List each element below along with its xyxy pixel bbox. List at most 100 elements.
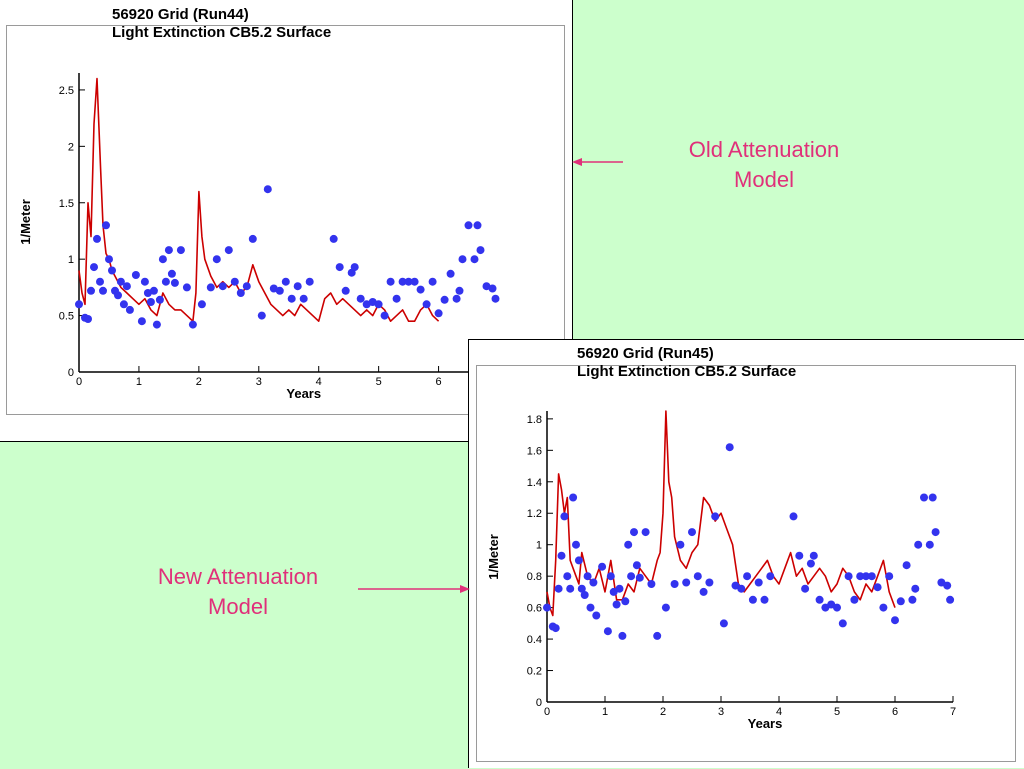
data-point [242,282,251,291]
y-tick-label: 1.6 [527,445,542,457]
data-point [580,591,589,599]
x-tick-label: 4 [776,706,782,718]
data-point [760,595,769,604]
data-point [488,284,497,293]
data-point [398,277,407,286]
data-point [84,315,92,323]
note-line: Model [208,594,268,619]
data-point [473,221,482,230]
data-point [335,263,344,272]
data-point [833,603,841,612]
data-point [862,572,870,581]
data-point [801,584,810,593]
data-point [440,295,449,304]
data-point [624,540,633,549]
data-point [711,512,720,521]
x-tick-label: 5 [834,706,840,718]
data-point [155,295,164,304]
data-point [146,298,155,306]
data-point [920,493,928,502]
x-axis-label: Years [286,386,321,401]
data-point [108,266,116,275]
data-point [131,271,140,279]
y-tick-label: 1.2 [527,508,542,520]
data-point [182,283,191,292]
y-axis-label: 1/Meter [18,199,33,245]
data-point [116,277,125,286]
data-point [603,627,612,636]
x-tick-label: 4 [316,376,322,388]
y-tick-label: 0 [536,697,542,709]
x-tick-label: 1 [602,706,608,718]
data-point [114,291,122,300]
data-point [482,282,491,291]
data-point [416,285,425,294]
y-tick-label: 0 [68,367,74,379]
note-line: Model [734,167,794,192]
data-point [891,616,899,625]
data-point [850,595,859,604]
data-point [248,234,257,243]
data-point [197,300,206,309]
data-point [632,561,641,570]
data-point [236,289,245,297]
x-tick-label: 0 [544,706,550,718]
data-point [925,540,934,549]
chart-title: 56920 Grid (Run45) Light Extinction CB5.… [577,345,796,381]
data-point [281,277,290,286]
data-point [563,572,572,581]
data-point [75,300,83,309]
data-point [137,317,146,326]
data-point [125,305,134,314]
y-tick-label: 1 [536,540,542,552]
data-point [257,311,266,320]
x-tick-label: 7 [950,706,956,718]
data-point [218,282,227,291]
data-point [577,584,586,593]
y-tick-label: 1 [68,254,74,266]
data-point [356,294,365,303]
data-point [641,528,650,537]
data-point [206,283,215,292]
data-point [566,584,575,593]
data-point [725,443,734,452]
data-point [795,551,804,560]
data-point [902,561,911,570]
chart-title-line2: Light Extinction CB5.2 Surface [577,363,797,380]
data-point [748,595,757,604]
y-tick-label: 2 [68,141,74,153]
y-tick-label: 0.2 [527,666,542,678]
x-tick-label: 0 [76,376,82,388]
x-axis-label: Years [748,716,783,731]
chart-title-line1: 56920 Grid (Run45) [577,345,714,362]
new-model-arrowhead [460,585,470,593]
chart-title-line2: Light Extinction CB5.2 Surface [112,24,332,41]
data-point [176,246,185,255]
chart-plot-run44: 0 0.5 1 1.5 2 2.5 0 1 2 3 4 5 6 Years 1/Meter [18,73,500,401]
chart-panel-run45: 56920 Grid (Run45) Light Extinction CB5.… [468,339,1024,768]
data-point [737,584,746,593]
data-point [908,595,917,604]
chart-title: 56920 Grid (Run44) Light Extinction CB5.… [112,6,331,42]
data-point [766,572,775,581]
data-point [212,255,221,264]
data-point [615,584,624,593]
old-model-arrowhead [572,158,582,166]
y-tick-label: 0.6 [527,603,542,615]
data-point [392,294,401,303]
data-point [560,512,569,521]
data-point [914,540,923,549]
data-point [455,286,464,295]
x-tick-label: 1 [136,376,142,388]
y-tick-label: 0.4 [527,634,542,646]
data-point [299,294,308,303]
data-point [647,580,656,588]
note-line: Old Attenuation [688,137,840,162]
data-point [224,246,233,255]
note-line: New Attenuation [157,564,319,589]
y-tick-label: 1.5 [59,198,74,210]
data-point [404,277,413,286]
data-point [844,572,853,581]
y-tick-label: 0.8 [527,571,542,583]
data-point [592,611,601,620]
